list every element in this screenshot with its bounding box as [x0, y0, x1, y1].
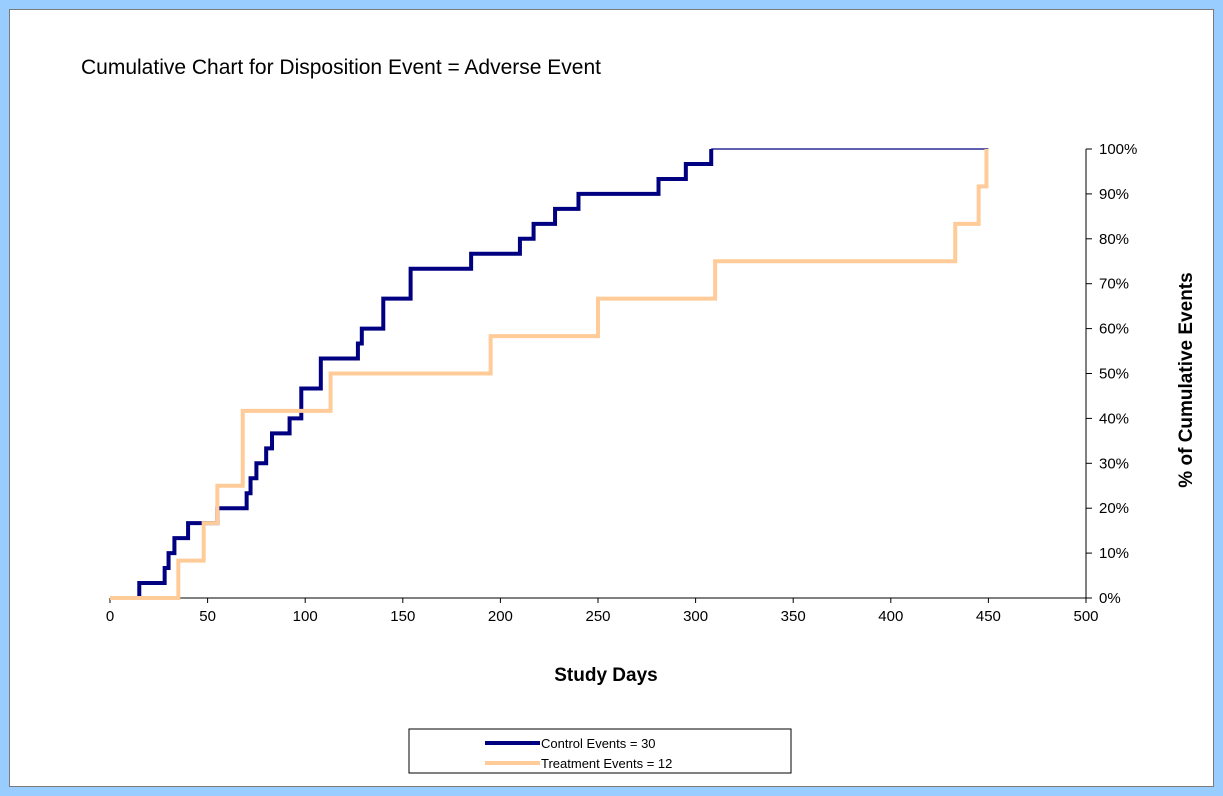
y-tick-label: 0% — [1099, 590, 1121, 607]
x-tick-label: 100 — [293, 608, 318, 625]
x-tick-label: 200 — [488, 608, 513, 625]
legend-label-control: Control Events = 30 — [541, 736, 656, 751]
x-tick-label: 50 — [199, 608, 216, 625]
chart: Cumulative Chart for Disposition Event =… — [81, 56, 1197, 774]
x-tick-label: 300 — [683, 608, 708, 625]
series-control-line — [110, 149, 714, 600]
y-tick-label: 60% — [1099, 321, 1129, 338]
y-tick-label: 40% — [1099, 410, 1129, 427]
legend-label-treatment: Treatment Events = 12 — [541, 756, 672, 771]
legend: Control Events = 30 Treatment Events = 1… — [408, 728, 792, 774]
legend-box — [408, 728, 792, 774]
y-tick-label: 30% — [1099, 455, 1129, 472]
x-tick-label: 450 — [976, 608, 1001, 625]
y-tick-label: 50% — [1099, 366, 1129, 383]
y-tick-label: 10% — [1099, 545, 1129, 562]
x-tick-label: 500 — [1073, 608, 1098, 625]
series-treatment-line — [110, 149, 989, 600]
x-tick-label: 150 — [390, 608, 415, 625]
x-tick-label: 0 — [106, 608, 114, 625]
y-tick-label: 90% — [1099, 186, 1129, 203]
y-axis-label: % of Cumulative Events — [1176, 272, 1197, 487]
x-tick-label: 250 — [585, 608, 610, 625]
chart-title: Cumulative Chart for Disposition Event =… — [81, 56, 601, 79]
chart-frame: Cumulative Chart for Disposition Event =… — [9, 9, 1214, 787]
y-tick-label: 70% — [1099, 276, 1129, 293]
y-tick-label: 80% — [1099, 231, 1129, 248]
y-tick-label: 100% — [1099, 141, 1137, 158]
y-tick-label: 20% — [1099, 500, 1129, 517]
x-tick-label: 350 — [781, 608, 806, 625]
x-axis-label: Study Days — [554, 665, 657, 686]
x-tick-label: 400 — [878, 608, 903, 625]
